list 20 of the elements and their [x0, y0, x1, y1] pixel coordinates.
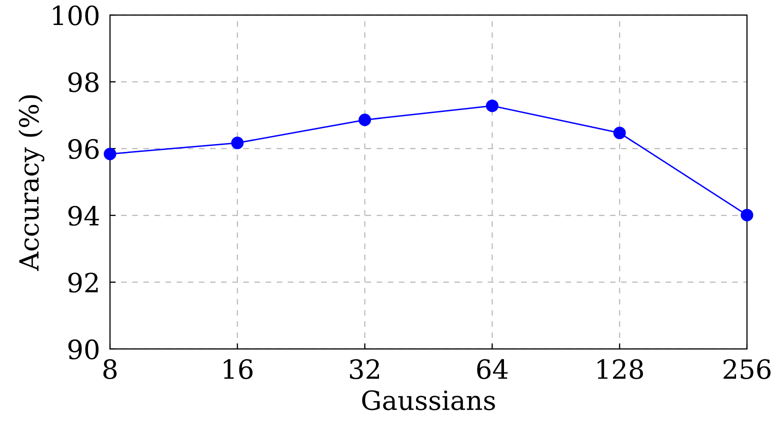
y-tick-label: 92 [68, 272, 98, 293]
point [358, 114, 372, 126]
y-axis-title: Accuracy (%) [18, 95, 44, 272]
y-tick-label: 90 [68, 339, 99, 360]
x-tick-label: 8 [103, 359, 117, 380]
x-tick-label: 64 [477, 359, 508, 380]
x-tick-label: 128 [598, 359, 643, 380]
point [486, 100, 498, 112]
y-tick-label: 98 [68, 72, 99, 92]
point [104, 148, 116, 160]
x-tick-label: 16 [224, 359, 253, 380]
y-tick-label: 96 [68, 139, 99, 160]
point [740, 208, 754, 222]
y-tick-label: 100 [53, 5, 99, 26]
x-tick-label: 32 [350, 359, 379, 380]
y-tick-label: 94 [68, 206, 99, 226]
point [613, 126, 626, 140]
x-tick-label: 256 [724, 359, 771, 380]
point [231, 136, 244, 150]
x-axis-title: Gaussians [362, 390, 495, 410]
